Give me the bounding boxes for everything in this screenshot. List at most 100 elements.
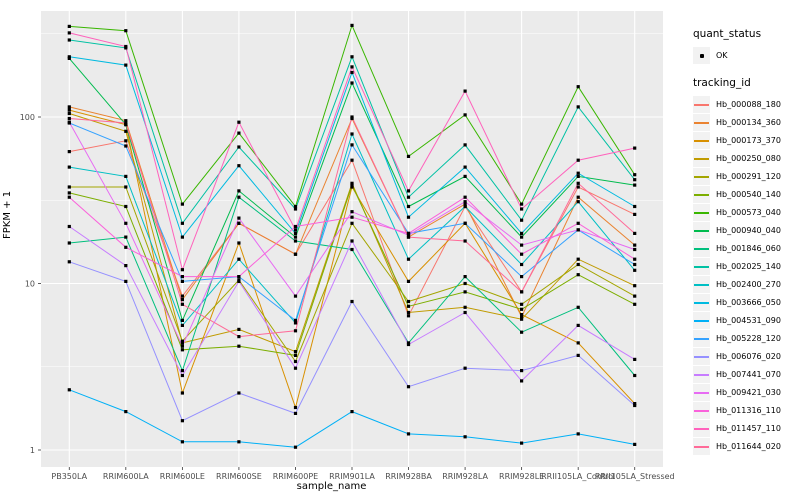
x-axis-title: sample_name: [296, 481, 367, 492]
data-point: [576, 257, 580, 261]
data-point: [633, 402, 637, 406]
legend-entry-Hb_001846_060: Hb_001846_060: [693, 240, 798, 257]
data-point: [633, 247, 637, 252]
data-point: [237, 279, 241, 283]
data-point: [293, 329, 298, 333]
series-color-swatch: [694, 121, 709, 124]
legend-entry-Hb_011457_110: Hb_011457_110: [693, 420, 798, 437]
legend-entry-Hb_000250_080: Hb_000250_080: [693, 150, 798, 167]
data-point: [520, 317, 524, 321]
legend-label-ok: OK: [716, 51, 728, 60]
legend-label: Hb_006076_020: [716, 352, 781, 361]
data-point: [406, 233, 411, 237]
data-point: [180, 221, 184, 225]
data-point: [124, 44, 128, 49]
data-point: [406, 235, 411, 239]
data-point: [406, 204, 411, 209]
data-point: [124, 119, 128, 123]
x-tick-label: RRIM600PE: [273, 472, 319, 481]
x-tick-label: PB350LA: [51, 472, 87, 481]
data-point: [237, 327, 241, 331]
data-point: [633, 357, 637, 361]
data-point: [180, 339, 184, 343]
legend-key-line: [693, 222, 710, 239]
legend-key-line: [693, 402, 710, 419]
data-point: [406, 304, 411, 308]
data-point: [67, 55, 71, 59]
data-point: [350, 239, 354, 243]
legend-key-line: [693, 348, 710, 365]
legend-entry-Hb_007441_070: Hb_007441_070: [693, 366, 798, 383]
data-point: [67, 388, 71, 392]
data-point: [350, 143, 354, 147]
legend-key-line: [693, 114, 710, 131]
data-point: [576, 181, 580, 185]
data-point: [67, 260, 71, 264]
data-point: [124, 139, 128, 143]
data-point: [350, 247, 354, 252]
data-point: [520, 302, 524, 306]
data-point: [520, 207, 524, 211]
data-point: [180, 294, 184, 298]
data-point: [406, 215, 411, 219]
data-point: [293, 228, 298, 232]
data-point: [633, 284, 637, 288]
data-point: [576, 221, 580, 225]
data-point: [463, 204, 467, 209]
series-color-swatch: [694, 337, 709, 340]
data-point: [124, 144, 128, 148]
data-point: [576, 432, 580, 436]
legend-entry-Hb_000088_180: Hb_000088_180: [693, 96, 798, 113]
series-color-swatch: [694, 355, 709, 358]
legend-entry-ok: OK: [693, 47, 798, 64]
data-point: [67, 116, 71, 121]
y-axis-title: FPKM + 1: [2, 190, 13, 239]
series-color-swatch: [694, 409, 709, 412]
legend-entry-Hb_000940_040: Hb_000940_040: [693, 222, 798, 239]
legend-entry-Hb_002400_270: Hb_002400_270: [693, 276, 798, 293]
data-point: [180, 279, 184, 283]
series-color-swatch: [694, 391, 709, 394]
data-point: [180, 318, 184, 322]
data-point: [237, 145, 241, 149]
data-point: [576, 174, 580, 178]
data-point: [406, 299, 411, 304]
data-point: [180, 419, 184, 423]
series-color-swatch: [694, 103, 709, 106]
data-point: [576, 353, 580, 357]
data-point: [633, 243, 637, 247]
data-point: [293, 204, 298, 209]
data-point: [463, 305, 467, 309]
series-color-swatch: [694, 265, 709, 268]
data-point: [67, 224, 71, 229]
data-point: [124, 279, 128, 283]
x-tick-label: RRIM901LA: [329, 472, 375, 481]
data-point: [293, 411, 298, 415]
x-tick-label: RRIM600SE: [216, 472, 262, 481]
legend-key-line: [693, 438, 710, 455]
data-point: [237, 131, 241, 135]
legend-label: Hb_005228_120: [716, 334, 781, 343]
y-tick-label: 1: [30, 446, 35, 455]
legend-label: Hb_002400_270: [716, 280, 781, 289]
data-point: [350, 221, 354, 225]
legend-title-tracking-id: tracking_id: [693, 77, 751, 89]
data-point: [180, 202, 184, 206]
data-point: [67, 111, 71, 116]
y-tick-label: 100: [20, 113, 35, 122]
data-point: [520, 262, 524, 267]
data-point: [463, 435, 467, 439]
point-marker-icon: [699, 53, 704, 58]
series-color-swatch: [694, 427, 709, 430]
legend-key-line: [693, 240, 710, 257]
legend-entry-Hb_009421_030: Hb_009421_030: [693, 384, 798, 401]
data-point: [576, 228, 580, 232]
data-point: [633, 373, 637, 378]
data-point: [406, 432, 411, 436]
data-point: [463, 89, 467, 93]
data-point: [406, 314, 411, 318]
legend-label: Hb_011457_110: [716, 424, 781, 433]
data-point: [520, 313, 524, 317]
data-point: [633, 257, 637, 261]
legend-key-line: [693, 204, 710, 221]
